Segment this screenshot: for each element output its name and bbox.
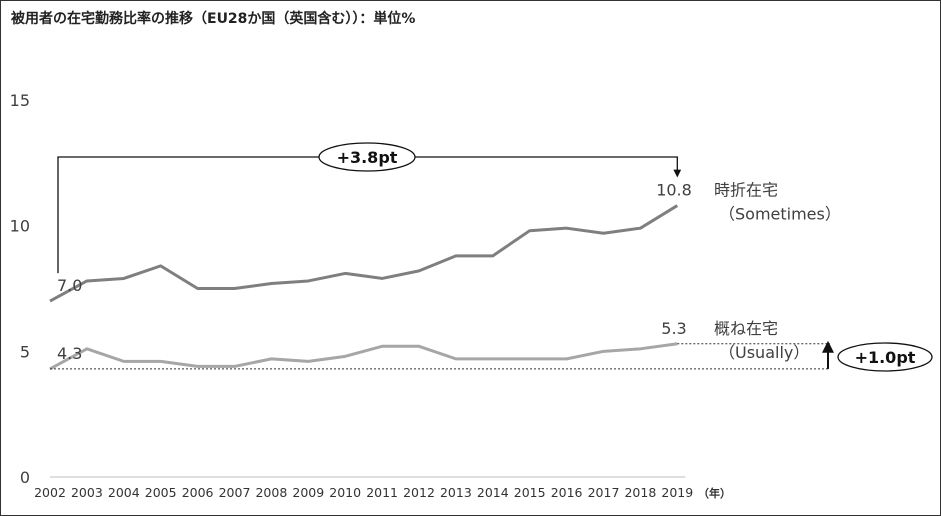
x-unit-label: （年）	[698, 486, 731, 500]
series-name-0: 時折在宅	[714, 181, 778, 200]
end-value-label-0: 10.8	[656, 181, 692, 200]
x-tick-label-2016: 2016	[551, 485, 583, 500]
increase-annotation-bubble	[318, 142, 416, 172]
y-tick-label-5: 5	[20, 342, 30, 361]
x-tick-label-2008: 2008	[255, 485, 287, 500]
x-tick-label-2009: 2009	[292, 485, 324, 500]
series-line-1	[49, 342, 678, 371]
increase-annotation-text: +3.8pt	[337, 148, 398, 167]
series-name-sub-0: （Sometimes）	[719, 205, 841, 224]
x-tick-label-2002: 2002	[34, 485, 66, 500]
y-tick-label-15: 15	[10, 91, 30, 110]
x-tick-label-2006: 2006	[182, 485, 214, 500]
start-value-label-0: 7.0	[57, 276, 82, 295]
x-tick-label-2010: 2010	[329, 485, 361, 500]
y-tick-label-10: 10	[10, 217, 30, 236]
x-tick-label-2017: 2017	[588, 485, 620, 500]
x-tick-label-2004: 2004	[108, 485, 140, 500]
series-line-0	[49, 204, 679, 303]
start-value-label-1: 4.3	[57, 344, 82, 363]
x-tick-label-2007: 2007	[219, 485, 251, 500]
increase-annotation-text-2: +1.0pt	[855, 348, 916, 367]
x-tick-label-2003: 2003	[71, 485, 103, 500]
increase-annotation-bubble-2	[837, 342, 933, 372]
y-tick-label-0: 0	[20, 468, 30, 487]
x-tick-label-2018: 2018	[624, 485, 656, 500]
x-tick-label-2015: 2015	[514, 485, 546, 500]
chart-title: 被用者の在宅勤務比率の推移（EU28か国（英国含む））：単位%	[11, 11, 416, 27]
series-name-1: 概ね在宅	[714, 319, 778, 338]
x-tick-label-2013: 2013	[440, 485, 472, 500]
x-tick-label-2005: 2005	[145, 485, 177, 500]
x-tick-label-2011: 2011	[366, 485, 398, 500]
x-tick-label-2014: 2014	[477, 485, 509, 500]
x-tick-label-2019: 2019	[661, 485, 693, 500]
end-value-label-1: 5.3	[661, 319, 686, 338]
x-tick-label-2012: 2012	[403, 485, 435, 500]
series-name-sub-1: （Usually）	[719, 343, 809, 362]
increase-bracket	[57, 156, 682, 274]
